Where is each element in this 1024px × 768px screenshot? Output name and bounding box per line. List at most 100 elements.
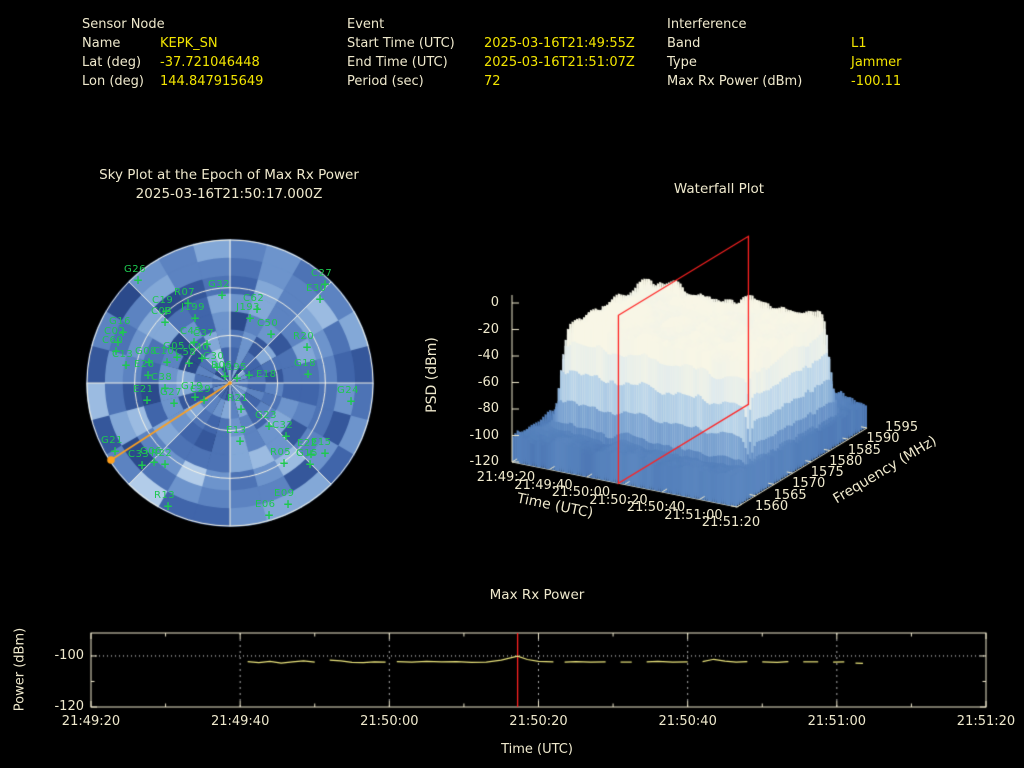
power-x-tick-0: 21:49:20	[61, 714, 121, 729]
satellite-marker-R22: +	[160, 457, 171, 471]
wf-freq-tick-1595: 1595	[885, 420, 919, 435]
interference-type-label: Type	[667, 55, 697, 70]
satellite-marker-G26: +	[133, 273, 144, 287]
event-start-label: Start Time (UTC)	[347, 36, 455, 51]
satellite-marker-J199: +	[190, 311, 201, 325]
satellite-label-G16: G16	[109, 316, 131, 327]
power-chart-xlabel: Time (UTC)	[501, 742, 573, 757]
satellite-marker-G21: +	[110, 444, 121, 458]
satellite-marker-C45: +	[189, 335, 200, 349]
event-title: Event	[347, 17, 385, 32]
max-rx-power-chart: Max Rx Power Power (dBm) Time (UTC) 21:4…	[0, 578, 1024, 768]
satellite-layer: + G26 + C27 + E30 + G32 + R07 + C19 + C03 + J199 + C62 + J1…	[80, 233, 380, 533]
power-chart-ylabel: Power (dBm)	[12, 627, 28, 712]
satellite-marker-C30: +	[212, 360, 223, 374]
event-start-value: 2025-03-16T21:49:55Z	[484, 36, 635, 51]
satellite-marker-C58: +	[184, 356, 195, 370]
satellite-marker-C10: +	[162, 355, 173, 369]
satellite-marker-C33: +	[137, 458, 148, 472]
max-rx-power-canvas[interactable]	[0, 578, 1024, 768]
wf-freq-tick-1590: 1590	[866, 431, 900, 447]
satellite-label-C03: C03	[151, 306, 173, 317]
wf-time-tick-0: 21:49:20	[476, 470, 536, 485]
satellite-marker-E06: +	[264, 508, 275, 522]
satellite-marker-J195: +	[232, 371, 243, 385]
satellite-label-G26: G26	[124, 264, 146, 275]
power-x-tick-1: 21:49:40	[210, 714, 270, 729]
satellite-label-E06: E06	[255, 499, 276, 510]
power-x-tick-2: 21:50:00	[360, 714, 419, 729]
waterfall-plot: PSD (dBm) Time (UTC) Frequency (MHz) 0 -2…	[400, 160, 1024, 560]
satellite-label-R06: R06	[211, 360, 233, 371]
satellite-label-G15: G15	[296, 448, 318, 459]
sky-plot-epoch: 2025-03-16T21:50:17.000Z	[135, 186, 323, 202]
satellite-label-G08: G08	[135, 346, 157, 357]
satellite-marker-R06: +	[220, 369, 231, 383]
satellite-label-G32: G32	[208, 279, 230, 290]
satellite-marker-E26: +	[143, 368, 154, 382]
satellite-marker-C02: +	[113, 335, 124, 349]
wf-freq-tick-1575: 1575	[810, 465, 844, 481]
psd-tick--120: -120	[469, 454, 499, 469]
satellite-marker-C40: +	[197, 351, 208, 365]
sky-plot-canvas[interactable]	[80, 233, 380, 533]
sensor-name-label: Name	[82, 36, 121, 51]
satellite-marker-G05: +	[172, 350, 183, 364]
satellite-label-G05: G05	[163, 341, 185, 352]
satellite-marker-C62: +	[252, 302, 263, 316]
satellite-label-C10: C10	[153, 346, 175, 357]
satellite-marker-C32: +	[281, 429, 292, 443]
satellite-marker-E09: +	[283, 497, 294, 511]
satellite-label-C40: C40	[188, 342, 210, 353]
satellite-marker-G06: +	[149, 455, 160, 469]
waterfall-zlabel: PSD (dBm)	[424, 337, 440, 413]
sensor-name-value: KEPK_SN	[160, 36, 218, 51]
interference-type-value: Jammer	[851, 55, 902, 70]
satellite-label-G24: G24	[337, 385, 359, 396]
satellite-marker-G23: +	[264, 419, 275, 433]
sensor-lon-value: 144.847915649	[160, 74, 264, 89]
event-end-value: 2025-03-16T21:51:07Z	[484, 55, 635, 70]
satellite-label-R13: R13	[154, 490, 176, 501]
satellite-marker-R07: +	[183, 296, 194, 310]
interference-band-label: Band	[667, 36, 701, 51]
satellite-marker-C60: +	[111, 344, 122, 358]
satellite-marker-R05: +	[279, 456, 290, 470]
power-chart-title: Max Rx Power	[489, 587, 585, 603]
satellite-marker-C38: +	[160, 381, 171, 395]
satellite-marker-E18: +	[244, 368, 255, 382]
satellite-label-E21: E21	[133, 384, 154, 395]
satellite-marker-G08: +	[144, 355, 155, 369]
satellite-label-C32: C32	[272, 420, 294, 431]
power-x-tick-6: 21:51:20	[956, 714, 1016, 729]
satellite-marker-E22: +	[306, 447, 317, 461]
satellite-label-C60: C60	[102, 335, 124, 346]
power-y-tick--100: -100	[54, 647, 84, 663]
satellite-label-C19: C19	[152, 295, 174, 306]
satellite-label-C33: C33	[128, 449, 150, 460]
satellite-label-E26: E26	[134, 359, 155, 370]
satellite-label-E18: E18	[256, 369, 277, 380]
satellite-label-G27: G27	[160, 387, 182, 398]
satellite-label-E15: E15	[311, 437, 332, 448]
satellite-label-E22: E22	[297, 438, 318, 449]
satellite-marker-C29: +	[199, 393, 210, 407]
satellite-marker-G19: +	[190, 390, 201, 404]
waterfall-canvas[interactable]	[400, 160, 1024, 560]
wf-freq-tick-1560: 1560	[755, 499, 789, 514]
satellite-marker-C27: +	[320, 277, 331, 291]
event-period-value: 72	[484, 74, 501, 89]
satellite-marker-C50: +	[266, 327, 277, 341]
satellite-marker-C03: +	[160, 315, 171, 329]
satellite-label-C30: C30	[203, 351, 225, 362]
satellite-marker-R20: +	[302, 340, 313, 354]
satellite-label-C50: C50	[257, 318, 279, 329]
satellite-label-G19: G19	[181, 381, 203, 392]
satellite-label-C27: C27	[311, 268, 333, 279]
satellite-marker-E30: +	[315, 292, 326, 306]
satellite-label-C29: C29	[190, 384, 212, 395]
satellite-marker-G32: +	[217, 288, 228, 302]
satellite-marker-R13: +	[163, 499, 174, 513]
satellite-label-R22: R22	[151, 448, 173, 459]
interference-title: Interference	[667, 17, 747, 32]
